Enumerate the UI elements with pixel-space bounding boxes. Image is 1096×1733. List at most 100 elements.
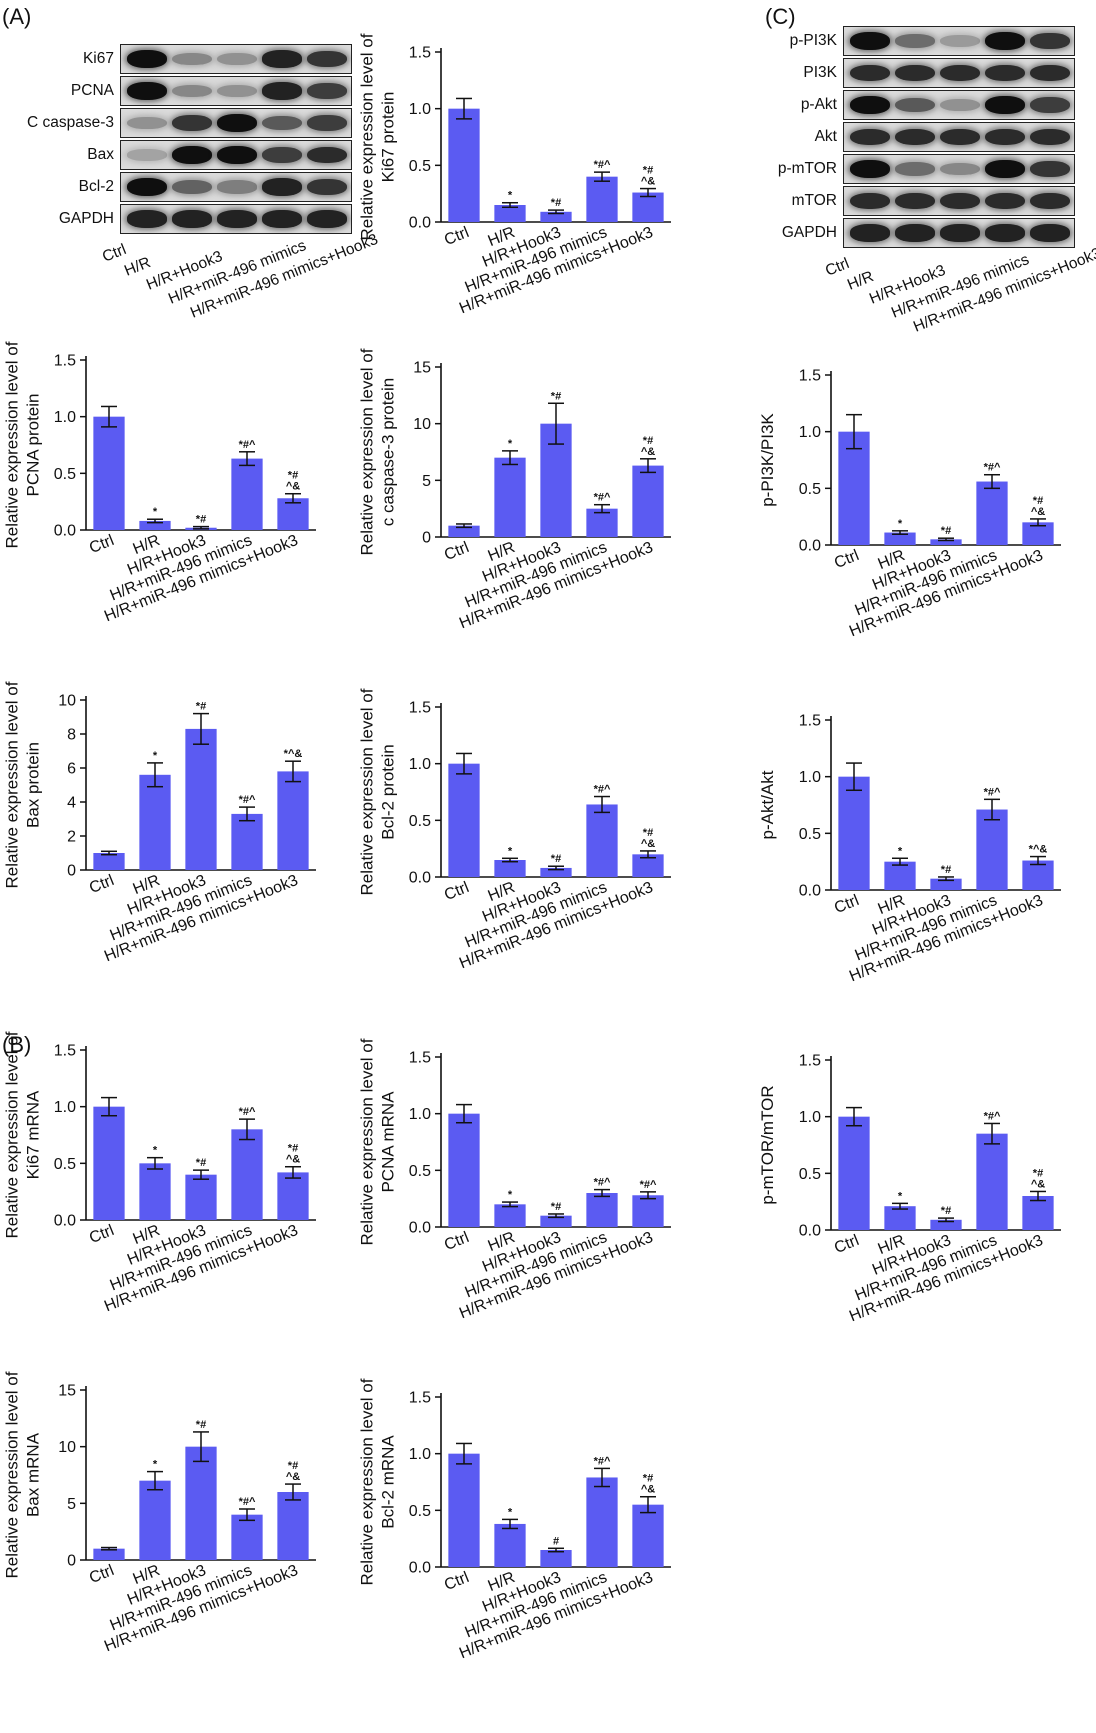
bar [930, 1219, 962, 1230]
bar [930, 878, 962, 890]
bar [494, 860, 526, 877]
x-tick-label: Ctrl [442, 879, 471, 904]
y-axis-label: Bax mRNA [24, 1432, 43, 1517]
blot-band [895, 162, 935, 176]
y-tick-label: 0.0 [409, 1560, 431, 1577]
x-tick-label: Ctrl [87, 872, 116, 897]
bar [185, 1446, 217, 1560]
blot-band [127, 116, 167, 130]
blot-band [1030, 32, 1070, 50]
bar [93, 1548, 125, 1560]
significance-mark: *#^ [984, 462, 1001, 474]
y-tick-label: 1.0 [799, 424, 821, 441]
x-tick-label: Ctrl [832, 547, 861, 572]
y-tick-label: 5 [422, 473, 431, 490]
significance-mark: *#^ [594, 784, 611, 796]
bar [632, 192, 664, 222]
y-tick-label: 1.5 [409, 1390, 431, 1407]
significance-mark: *# [551, 1201, 561, 1213]
bar [976, 1133, 1008, 1230]
bar [632, 1504, 664, 1567]
bar [1022, 860, 1054, 890]
bar [231, 458, 263, 530]
panel-label-b: (B) [2, 1032, 32, 1057]
blot-band [895, 64, 935, 82]
y-tick-label: 1.5 [409, 45, 431, 62]
y-tick-label: 10 [58, 693, 76, 710]
bar [494, 1523, 526, 1567]
panel-label-c: (C) [765, 4, 796, 29]
blot-band [172, 146, 212, 164]
x-tick-label: Ctrl [442, 1229, 471, 1254]
blot-band [940, 128, 980, 146]
bar [448, 763, 480, 877]
bar [139, 774, 171, 870]
blot-band [217, 210, 257, 228]
blot-row: PI3K [803, 58, 1075, 88]
bar [494, 1204, 526, 1227]
significance-mark: *#^ [984, 786, 1001, 798]
blot-row-label: p-PI3K [789, 32, 837, 49]
blot-band-image [120, 76, 352, 106]
blot-band [940, 98, 980, 112]
blot-band [895, 128, 935, 146]
bar [139, 520, 171, 530]
significance-mark: * [898, 845, 903, 857]
chart-p-mtor-mtor: 0.00.51.01.5p-mTOR/mTORCtrl*H/R*#H/R+Hoo… [758, 1053, 1061, 1325]
y-tick-label: 4 [67, 795, 76, 812]
significance-mark: *#^ [594, 1177, 611, 1189]
y-tick-label: 10 [58, 1439, 76, 1456]
blot-band [940, 224, 980, 242]
blot-row-label: Bax [87, 146, 114, 163]
y-axis-label: PCNA mRNA [379, 1091, 398, 1193]
chart-c-caspase3-protein: 0 5 10 15 Relative expression level of c casp… [358, 348, 671, 632]
significance-mark: *# [288, 470, 298, 482]
blot-band [1030, 97, 1070, 113]
y-tick-label: 0 [67, 863, 76, 880]
significance-mark: *#^ [239, 1496, 256, 1508]
bar [93, 853, 125, 870]
blot-row: Bax [87, 140, 352, 170]
blot-band [307, 178, 347, 196]
blot-row: Bcl-2 [79, 172, 352, 202]
blot-band [172, 179, 212, 195]
y-tick-label: 0.5 [409, 1163, 431, 1180]
blot-band [985, 224, 1025, 242]
significance-mark: *# [643, 435, 653, 447]
bar [1022, 1196, 1054, 1230]
bar [231, 1129, 263, 1220]
bar [632, 465, 664, 537]
significance-mark: *# [288, 1143, 298, 1155]
significance-mark: *# [643, 827, 653, 839]
y-axis-label: Relative expression level of [358, 348, 377, 555]
blot-band [307, 115, 347, 131]
blot-band [940, 35, 980, 47]
y-axis-label: Ki67 mRNA [24, 1090, 43, 1179]
blot-row: p-mTOR [778, 154, 1075, 184]
y-axis-label: PCNA protein [24, 394, 43, 497]
bar [632, 854, 664, 877]
chart-pcna-protein: 0.0 0.5 1.0 1.5 Relative expression level of… [3, 341, 316, 625]
x-tick-label: Ctrl [832, 1232, 861, 1257]
y-tick-label: 1.0 [799, 1109, 821, 1126]
x-tick-label: Ctrl [87, 1222, 116, 1247]
significance-mark: * [153, 506, 158, 518]
chart-p-pi3k-pi3k: 0.00.51.01.5p-PI3K/PI3KCtrl*H/R*#H/R+Hoo… [758, 368, 1061, 640]
blot-band [850, 64, 890, 82]
bar [884, 861, 916, 890]
significance-mark: * [508, 845, 513, 857]
y-tick-label: 0.0 [54, 523, 76, 540]
y-tick-label: 1.5 [799, 1053, 821, 1070]
significance-mark: * [508, 438, 513, 450]
blot-band-image [120, 204, 352, 234]
bar [838, 776, 870, 890]
y-axis-label: Relative expression level of [358, 1038, 377, 1245]
blot-row-label: Bcl-2 [78, 178, 114, 195]
bar [586, 508, 618, 537]
y-tick-label: 1.0 [409, 756, 431, 773]
bar [231, 813, 263, 870]
bar [1022, 522, 1054, 545]
blot-band-image [843, 90, 1075, 120]
bar [540, 1215, 572, 1227]
x-tick-label: Ctrl [87, 532, 116, 557]
